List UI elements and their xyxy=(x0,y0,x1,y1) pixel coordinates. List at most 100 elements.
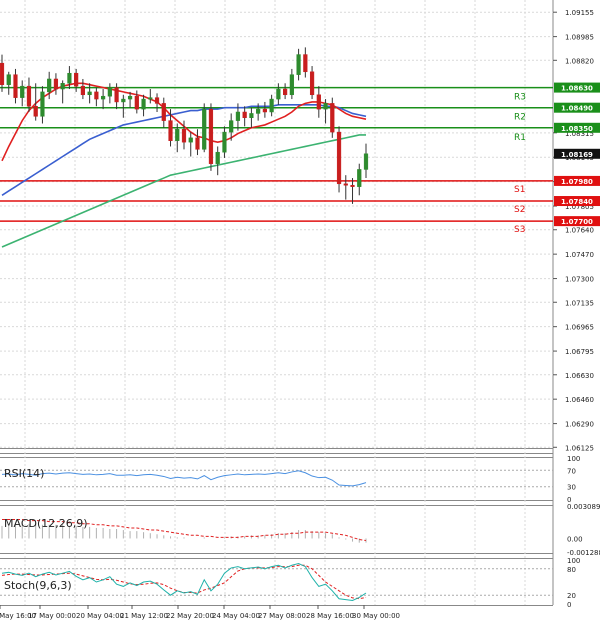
price-tick-label: 1.06125 xyxy=(565,444,594,452)
time-tick-label: 24 May 04:00 xyxy=(212,612,260,620)
level-label-r2: R2 xyxy=(514,113,526,123)
candle-body xyxy=(26,85,32,107)
current-price-tag xyxy=(554,148,600,159)
time-tick-label: 20 May 04:00 xyxy=(76,612,124,620)
macd-panel: MACD(12,26,9) 0.003089 0.00 -0.001288 xyxy=(1,503,600,557)
rsi-tick-label: 30 xyxy=(567,484,576,492)
candle-body xyxy=(350,184,355,187)
rsi-title: RSI(14) xyxy=(4,467,44,480)
price-tick-label: 1.08820 xyxy=(565,57,594,65)
candle-body xyxy=(60,83,65,90)
candle-body xyxy=(188,137,193,143)
candle-body xyxy=(154,97,160,104)
price-tick-label: 1.07805 xyxy=(565,203,594,211)
stoch-main-line xyxy=(1,562,367,601)
level-price-tag xyxy=(554,82,600,93)
candle-body xyxy=(101,95,106,100)
level-price-tag xyxy=(554,196,600,207)
candle-body xyxy=(296,54,301,75)
candle-body xyxy=(47,78,52,93)
price-tick-label: 1.09155 xyxy=(565,9,594,17)
stoch-tick-label: 20 xyxy=(567,592,576,600)
macd-signal-line xyxy=(2,519,367,542)
candles xyxy=(0,47,369,204)
candle-body xyxy=(343,183,348,186)
price-axis: 1.091551.089851.088201.083151.081451.079… xyxy=(553,9,600,452)
candle-body xyxy=(215,151,220,164)
level-price-tag xyxy=(554,175,600,186)
time-tick-label: 21 May 12:00 xyxy=(120,612,168,620)
stoch-tick-label: 0 xyxy=(567,601,571,609)
rsi-panel: RSI(14) 100 70 30 0 xyxy=(0,455,580,504)
level-price-tag xyxy=(554,122,600,133)
candle-body xyxy=(256,108,261,114)
candle-body xyxy=(363,153,369,170)
price-tick-label: 1.06965 xyxy=(565,324,594,332)
time-tick-label: 16 May 16:00 xyxy=(0,612,36,620)
candle-body xyxy=(33,106,38,117)
stoch-tick-label: 100 xyxy=(567,557,580,565)
macd-tick-label: -0.001288 xyxy=(567,549,600,557)
candle-body xyxy=(121,98,126,103)
macd-tick-label: 0.00 xyxy=(567,535,583,543)
candle-body xyxy=(67,72,72,84)
candle-body xyxy=(168,120,173,141)
level-price-label: 1.08350 xyxy=(561,125,593,133)
price-tick-label: 1.06460 xyxy=(565,396,594,404)
candle-body xyxy=(13,74,18,98)
price-tick-label: 1.07470 xyxy=(565,251,594,259)
level-label-r3: R3 xyxy=(514,93,526,103)
rsi-line xyxy=(1,470,367,487)
price-grid xyxy=(0,0,554,606)
candle-body xyxy=(0,62,5,85)
candle-body xyxy=(141,98,146,110)
candle-body xyxy=(74,72,79,87)
candle-body xyxy=(80,85,85,96)
candle-body xyxy=(357,169,362,187)
candle-body xyxy=(181,128,187,143)
candle-body xyxy=(161,103,166,121)
level-price-label: 1.07840 xyxy=(561,198,593,206)
level-label-s1: S1 xyxy=(514,185,525,195)
level-price-label: 1.08490 xyxy=(561,105,593,113)
price-tick-label: 1.06795 xyxy=(565,348,594,356)
candle-body xyxy=(208,108,214,164)
candle-body xyxy=(316,94,321,110)
candle-body xyxy=(242,111,247,118)
candle-body xyxy=(134,95,139,110)
stoch-tick-label: 80 xyxy=(567,566,576,574)
candle-body xyxy=(53,78,59,90)
price-tick-label: 1.06290 xyxy=(565,421,594,429)
level-price-tag xyxy=(554,216,600,227)
rsi-tick-label: 100 xyxy=(567,455,580,463)
candle-body xyxy=(323,103,328,110)
price-tick-label: 1.08985 xyxy=(565,34,594,42)
candle-body xyxy=(175,128,180,141)
candle-body xyxy=(195,137,200,150)
price-tick-label: 1.08315 xyxy=(565,130,594,138)
candle-body xyxy=(107,87,112,97)
candle-body xyxy=(114,87,119,103)
macd-tick-label: 0.003089 xyxy=(567,503,600,511)
candle-body xyxy=(127,95,133,100)
rsi-tick-label: 0 xyxy=(567,496,571,504)
candle-body xyxy=(262,108,267,113)
level-price-label: 1.07980 xyxy=(561,178,593,186)
level-label-s2: S2 xyxy=(514,205,525,215)
level-price-tag xyxy=(554,102,600,113)
macd-title: MACD(12,26,9) xyxy=(4,517,88,530)
candle-body xyxy=(20,85,25,98)
time-tick-label: 27 May 08:00 xyxy=(258,612,306,620)
stoch-title: Stoch(9,6,3) xyxy=(4,579,72,592)
candle-body xyxy=(289,74,294,96)
candle-body xyxy=(40,91,45,117)
candle-body xyxy=(235,111,241,121)
candle-body xyxy=(6,74,11,85)
level-price-label: 1.08630 xyxy=(561,85,593,93)
candle-body xyxy=(330,103,335,133)
price-tick-label: 1.07135 xyxy=(565,299,594,307)
candle-body xyxy=(269,98,274,113)
